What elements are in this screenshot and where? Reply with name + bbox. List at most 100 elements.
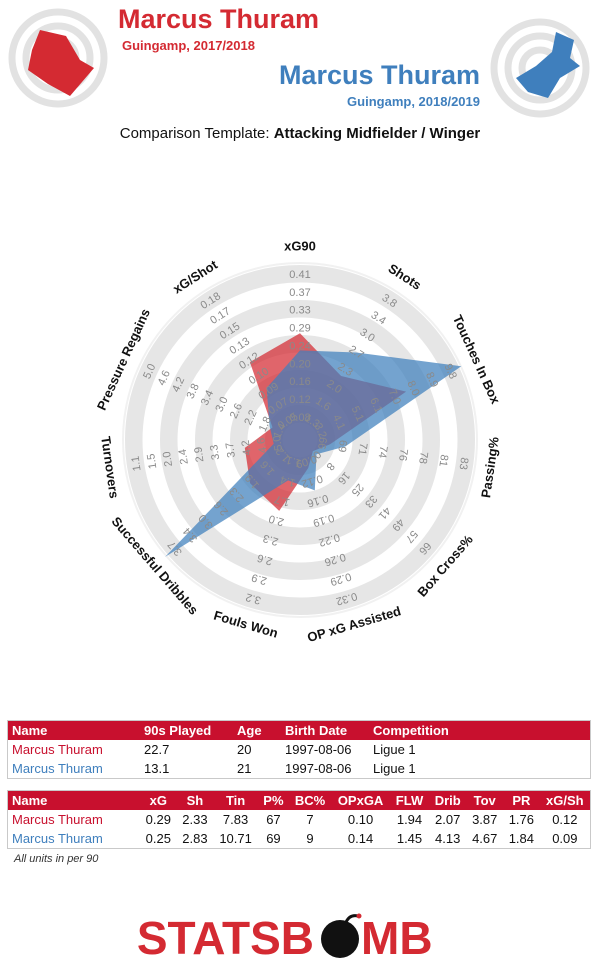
tick-label: 0.32 xyxy=(335,590,359,608)
tick-label: 5.0 xyxy=(141,362,158,381)
cell: 0.25 xyxy=(145,831,171,846)
tick-label: 69 xyxy=(335,439,349,453)
tick-label: 9.8 xyxy=(442,362,459,381)
tick-label: 5.0 xyxy=(271,435,285,452)
cell: 4.13 xyxy=(435,831,461,846)
cell: 3.87 xyxy=(472,812,498,827)
col-header: Name xyxy=(7,790,140,810)
tick-label: 6.1 xyxy=(367,396,384,415)
tick-label: 4.2 xyxy=(240,439,254,456)
col-header: Sh xyxy=(176,790,214,810)
cell: Marcus Thuram xyxy=(12,812,103,827)
cell: 0.10 xyxy=(347,812,374,827)
tick-label: 0.12 xyxy=(289,394,310,406)
tick-label: 0.22 xyxy=(317,531,341,549)
cell: Ligue 1 xyxy=(373,742,416,757)
tick-label: 2.2 xyxy=(242,408,259,427)
col-header: Competition xyxy=(369,720,591,740)
player-b-club-season: Guingamp, 2018/2019 xyxy=(347,94,480,109)
tick-label: 81 xyxy=(436,454,450,468)
cell: 2.83 xyxy=(182,831,208,846)
tick-label: 3.3 xyxy=(208,444,222,461)
radar-series-area xyxy=(165,350,462,557)
tick-label: 0.16 xyxy=(289,376,310,388)
axis-label: xG90 xyxy=(284,238,316,253)
cell: 1.84 xyxy=(508,831,535,846)
col-header: 90s Played xyxy=(140,720,233,740)
tick-label: 76 xyxy=(396,448,410,462)
stats-header-row: Name xG Sh Tin P% BC% OPxGA FLW Drib Tov PR xG/Sh xyxy=(7,790,591,810)
cell: 1.45 xyxy=(396,831,423,846)
player-a-badge-icon xyxy=(8,8,108,108)
tick-label: 0.19 xyxy=(312,511,336,529)
tick-label: 78 xyxy=(416,451,430,465)
tick-label: 2.6 xyxy=(228,402,245,421)
tick-label: 0.20 xyxy=(289,358,310,370)
cell: 22.7 xyxy=(144,742,170,757)
cell: 2.33 xyxy=(182,812,208,827)
cell: Ligue 1 xyxy=(373,761,416,776)
axis-label: Fouls Won xyxy=(212,608,280,641)
col-header: Tin xyxy=(213,790,258,810)
tick-label: 4.6 xyxy=(156,369,173,388)
tick-label: 3.2 xyxy=(311,421,328,440)
cell: 0.12 xyxy=(552,812,578,827)
table-row: Marcus Thuram 22.7 20 1997-08-06 Ligue 1 xyxy=(8,740,591,759)
player-a-club-season: Guingamp, 2017/2018 xyxy=(122,38,255,53)
cell: 2.07 xyxy=(435,812,461,827)
tick-label: 2.9 xyxy=(250,571,268,587)
tick-label: 8.9 xyxy=(423,370,440,389)
cell: Marcus Thuram xyxy=(12,742,103,757)
tick-label: 1.1 xyxy=(130,455,144,472)
radar-outline xyxy=(122,262,478,618)
tick-label: 3.7 xyxy=(224,441,238,458)
tick-label: 1.5 xyxy=(145,453,159,470)
tick-label: 3.8 xyxy=(185,382,202,401)
cell: 21 xyxy=(237,761,252,776)
tick-label: 1.4 xyxy=(271,421,288,440)
tick-label: 0.24 xyxy=(289,340,310,352)
col-header: Birth Date xyxy=(281,720,369,740)
col-header: xG xyxy=(140,790,177,810)
tick-label: 1.1 xyxy=(285,453,303,469)
cell: 10.71 xyxy=(219,831,252,846)
cell: 67 xyxy=(266,812,281,827)
table-row: Marcus Thuram 13.1 21 1997-08-06 Ligue 1 xyxy=(8,759,591,779)
cell: 4.67 xyxy=(472,831,498,846)
bomb-icon xyxy=(321,913,362,958)
units-footnote: All units in per 90 xyxy=(14,853,99,865)
logo-text-left: STATSB xyxy=(137,912,314,960)
col-header: P% xyxy=(257,790,289,810)
cell: 9 xyxy=(306,831,314,846)
tick-label: 0.29 xyxy=(289,323,310,335)
tick-label: 3.2 xyxy=(244,590,262,606)
tick-label: 4.2 xyxy=(170,375,187,394)
tick-label: 2.6 xyxy=(256,551,274,567)
tick-label: 71 xyxy=(355,442,369,456)
cell: 1.76 xyxy=(508,812,535,827)
logo-text-right: MB xyxy=(361,912,433,960)
cell: 69 xyxy=(266,831,281,846)
tick-label: 1.4 xyxy=(279,473,297,489)
cell: 20 xyxy=(237,742,252,757)
tick-label: 4.1 xyxy=(330,413,347,432)
template-name: Attacking Midfielder / Winger xyxy=(273,125,481,142)
player-b-name: Marcus Thuram xyxy=(278,60,480,90)
tick-label: 74 xyxy=(376,445,390,459)
template-title: Comparison Template: Attacking Midfielde… xyxy=(0,125,600,142)
tick-label: 0.33 xyxy=(289,305,310,317)
col-header: PR xyxy=(503,790,540,810)
cell: 0.29 xyxy=(145,812,171,827)
player-a-name: Marcus Thuram xyxy=(118,4,320,34)
cell: 0.14 xyxy=(347,831,374,846)
col-header: BC% xyxy=(288,790,332,810)
template-prefix: Comparison Template: xyxy=(119,125,270,142)
tick-label: 4.6 xyxy=(255,437,269,454)
cell: 1997-08-06 xyxy=(285,742,352,757)
cell: 0.09 xyxy=(552,831,578,846)
radar-ring xyxy=(160,300,440,580)
tick-label: 66 xyxy=(315,436,329,450)
tick-label: 2.3 xyxy=(262,532,280,548)
radar-chart: 0.080.120.160.200.240.290.330.370.411.31… xyxy=(94,238,504,645)
tick-label: 7.0 xyxy=(386,387,403,406)
